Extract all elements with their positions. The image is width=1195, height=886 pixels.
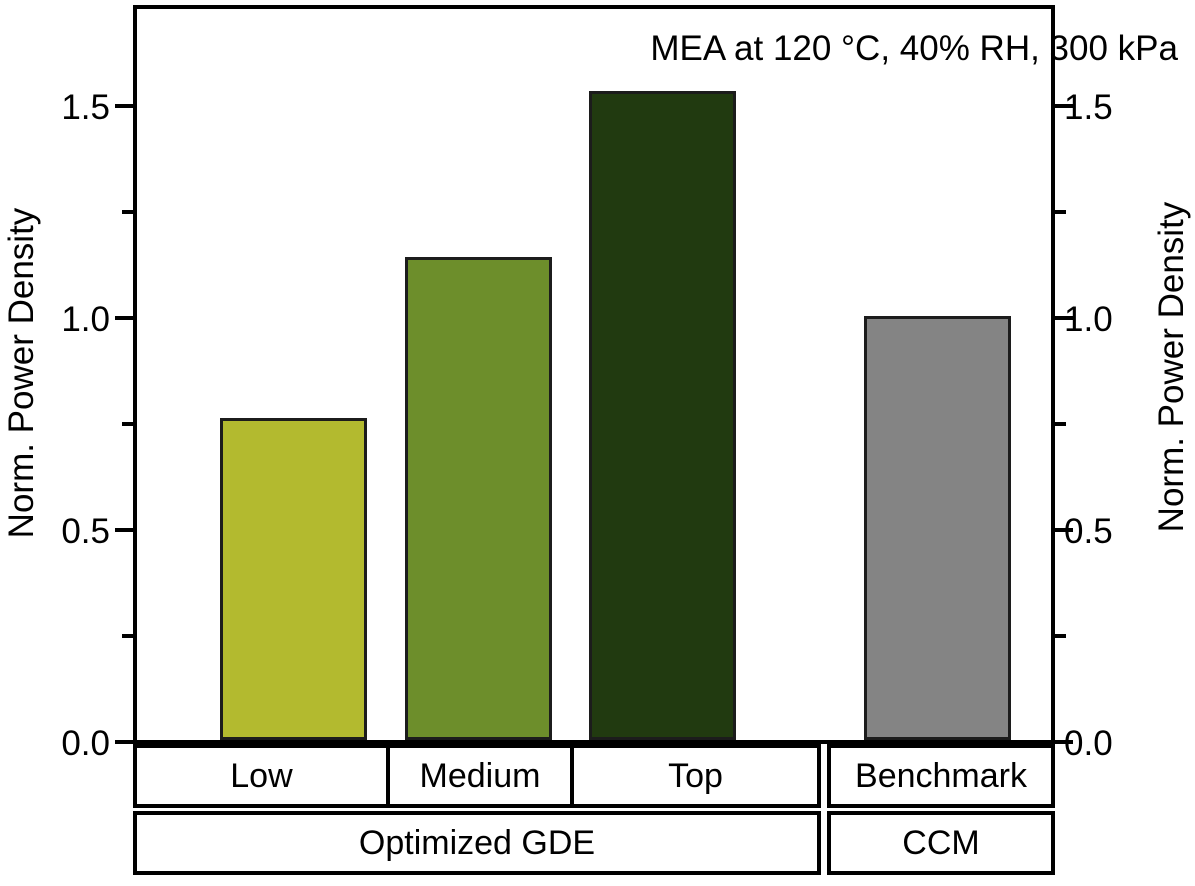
left-minor-tick: [122, 422, 133, 426]
bar-top: [589, 91, 736, 740]
right-minor-tick: [1055, 422, 1066, 426]
left-major-tick: [115, 740, 133, 744]
left-minor-tick: [122, 634, 133, 638]
bar-low: [220, 418, 367, 740]
group-cell-ccm: CCM: [827, 811, 1055, 875]
right-minor-tick: [1055, 634, 1066, 638]
plot-area: MEA at 120 °C, 40% RH, 300 kPa: [115, 5, 1178, 744]
chart-title: MEA at 120 °C, 40% RH, 300 kPa: [650, 29, 1178, 68]
left-tick-label: 0.0: [61, 724, 110, 763]
group-cell-optimized-gde: Optimized GDE: [133, 811, 821, 875]
left-major-tick: [115, 528, 133, 532]
right-major-tick: [1055, 316, 1073, 320]
right-major-tick: [1055, 528, 1073, 532]
bar-benchmark: [864, 316, 1011, 740]
right-minor-tick: [1055, 210, 1066, 214]
category-cell-low: Low: [230, 756, 293, 795]
right-tick-label: 0.0: [1064, 724, 1113, 763]
category-cell-benchmark: Benchmark: [827, 744, 1055, 808]
left-tick-label: 0.5: [61, 512, 110, 551]
right-tick-label: 1.0: [1064, 300, 1113, 339]
right-tick-label: 1.5: [1064, 88, 1113, 127]
left-tick-label: 1.0: [61, 300, 110, 339]
bar-medium: [405, 257, 552, 740]
right-major-tick: [1055, 740, 1073, 744]
left-major-tick: [115, 316, 133, 320]
category-cell-medium: Medium: [385, 748, 570, 804]
right-major-tick: [1055, 104, 1073, 108]
left-major-tick: [115, 104, 133, 108]
category-cell-top: Top: [570, 748, 817, 804]
left-minor-tick: [122, 210, 133, 214]
right-tick-label: 0.5: [1064, 512, 1113, 551]
category-row-gde-group: Low Medium Top: [133, 744, 821, 808]
left-tick-label: 1.5: [61, 88, 110, 127]
